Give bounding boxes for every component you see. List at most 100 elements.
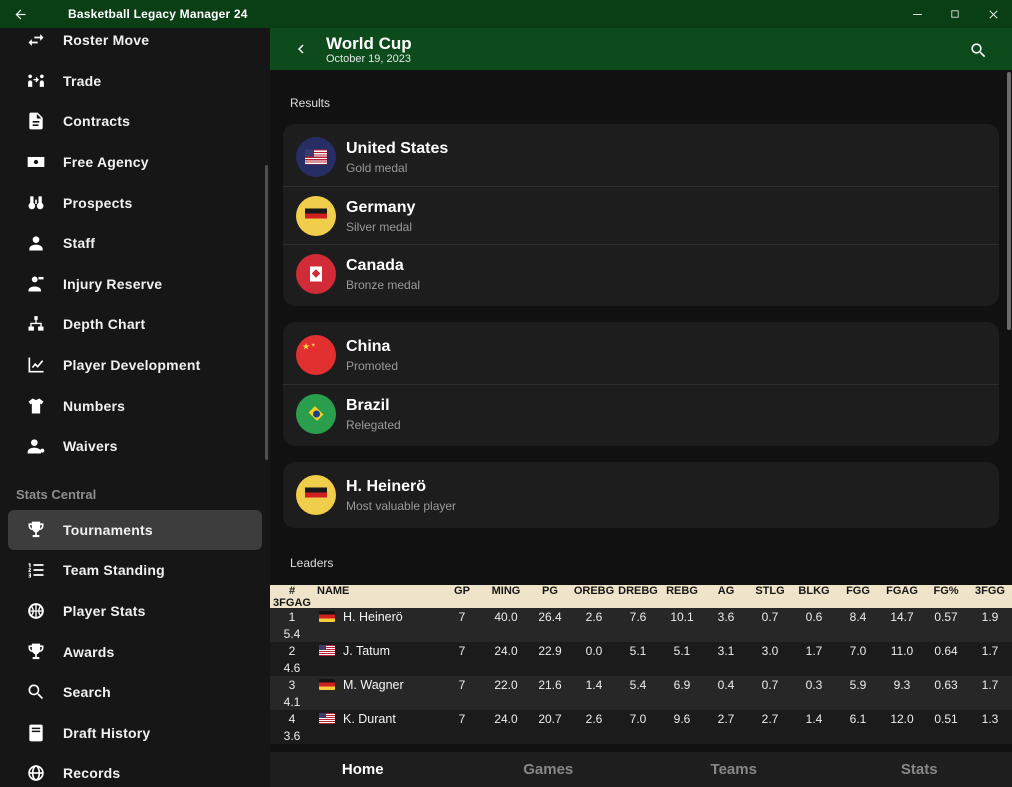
leader-row-4[interactable]: 4 K. Durant 7 24.0 20.7 2.6 7.0 9.6 2.7 …	[270, 710, 1012, 744]
team-name: Canada	[346, 256, 404, 274]
flag-inner	[302, 342, 327, 363]
sidebar-item-trade[interactable]: Trade	[0, 61, 270, 102]
team-name: United States	[346, 140, 449, 157]
window-controls	[898, 0, 1012, 28]
leader-row-1[interactable]: 1 H. Heinerö 7 40.0 26.4 2.6 7.6 10.1 3.…	[270, 608, 1012, 642]
flag-inner	[305, 208, 327, 223]
sidebar-item-records[interactable]: Records	[8, 753, 262, 787]
team-name: China	[346, 338, 391, 355]
sidebar-item-search[interactable]: Search	[8, 672, 262, 713]
col-fgag: FGAG	[886, 585, 918, 597]
page-title: World Cup	[326, 33, 412, 53]
page-back-button[interactable]	[288, 33, 314, 65]
result-subtitle: Relegated	[346, 417, 401, 432]
sidebar-item-awards[interactable]: Awards	[8, 631, 262, 672]
bottom-nav-stats[interactable]: Stats	[900, 761, 938, 778]
result-row-gold[interactable]: United States Gold medal	[283, 128, 999, 186]
col-stlg: STLG	[755, 585, 785, 597]
page-titles: World Cup October 19, 2023	[326, 34, 412, 65]
result-row-bronze[interactable]: Canada Bronze medal	[283, 244, 999, 302]
sidebar-item-depth-chart[interactable]: Depth Chart	[0, 304, 270, 345]
col-3fgg: 3FGG	[975, 585, 1005, 597]
person-icon	[26, 233, 46, 253]
main-scrollbar[interactable]	[1007, 72, 1011, 330]
titlebar-back-button[interactable]	[0, 0, 40, 28]
document-icon	[26, 111, 46, 131]
minimize-button[interactable]	[898, 0, 936, 28]
sidebar-item-injury-reserve[interactable]: Injury Reserve	[0, 264, 270, 305]
result-row-relegated[interactable]: Brazil Relegated	[283, 384, 999, 442]
us-flag-icon	[319, 713, 335, 724]
sitemap-icon	[26, 314, 46, 334]
page-date: October 19, 2023	[326, 52, 412, 65]
result-subtitle: Gold medal	[346, 161, 408, 175]
flag-inner	[305, 406, 327, 421]
titlebar: Basketball Legacy Manager 24	[0, 0, 1012, 28]
result-row-promoted[interactable]: China Promoted	[283, 326, 999, 384]
basketball-icon	[26, 601, 46, 621]
col-gp: GP	[454, 585, 470, 597]
leader-name: M. Wagner	[343, 677, 404, 692]
chevron-left-icon	[292, 40, 310, 58]
sidebar-item-free-agency[interactable]: Free Agency	[0, 142, 270, 183]
sidebar-item-contracts[interactable]: Contracts	[0, 101, 270, 142]
sidebar-item-tournaments[interactable]: Tournaments	[8, 509, 262, 551]
leaders-table: # NAME GP MING PG OREBG DREBG REBG AG ST…	[270, 585, 1012, 744]
col-rank: #	[288, 585, 296, 597]
header-search-button[interactable]	[966, 38, 990, 62]
sidebar-item-player-stats[interactable]: Player Stats	[8, 591, 262, 632]
leaders-label: Leaders	[290, 556, 334, 570]
bottom-nav-teams[interactable]: Teams	[710, 761, 757, 778]
us-flag-icon	[319, 645, 335, 656]
sidebar-item-staff[interactable]: Staff	[0, 223, 270, 264]
col-ag: AG	[717, 585, 735, 597]
col-fgg: FGG	[846, 585, 870, 597]
bottom-nav-home[interactable]: Home	[341, 761, 384, 778]
brazil-flag-avatar	[296, 393, 336, 434]
player-name: H. Heinerö	[346, 478, 427, 495]
flag-inner	[305, 487, 327, 503]
close-icon	[986, 7, 1001, 22]
binoculars-icon	[26, 193, 46, 213]
team-name: Germany	[346, 198, 416, 216]
bottom-nav: Home Games Teams Stats	[270, 752, 1012, 787]
bottom-nav-games[interactable]: Games	[523, 761, 574, 778]
injury-icon	[26, 274, 46, 294]
arrow-left-icon	[13, 7, 28, 22]
col-rebg: REBG	[666, 585, 698, 597]
us-flag-avatar	[296, 137, 336, 177]
sidebar-item-numbers[interactable]: Numbers	[0, 385, 270, 426]
sidebar-item-player-development[interactable]: Player Development	[0, 345, 270, 386]
results-label: Results	[290, 96, 331, 110]
app-title: Basketball Legacy Manager 24	[68, 7, 248, 21]
close-button[interactable]	[974, 0, 1012, 28]
main-content: Results United States Gold medal Germany S…	[270, 70, 1012, 752]
search-icon	[26, 682, 46, 702]
col-drebg: DREBG	[618, 585, 658, 597]
sidebar-item-prospects[interactable]: Prospects	[0, 182, 270, 223]
maximize-button[interactable]	[936, 0, 974, 28]
result-row-mvp[interactable]: H. Heinerö Most valuable player	[283, 466, 999, 524]
sidebar-item-waivers[interactable]: Waivers	[0, 426, 270, 467]
sidebar-item-draft-history[interactable]: Draft History	[8, 713, 262, 754]
leader-row-2[interactable]: 2 J. Tatum 7 24.0 22.9 0.0 5.1 5.1 3.1 3…	[270, 642, 1012, 676]
china-flag-avatar	[296, 335, 336, 375]
col-name: NAME	[317, 585, 350, 597]
germany-flag-icon	[319, 611, 335, 622]
leader-name: H. Heinerö	[343, 609, 403, 624]
globe-icon	[26, 763, 46, 783]
result-row-silver[interactable]: Germany Silver medal	[283, 186, 999, 244]
leader-row-3[interactable]: 3 M. Wagner 7 22.0 21.6 1.4 5.4 6.9 0.4 …	[270, 676, 1012, 710]
main-panel: World Cup October 19, 2023 Results Unite…	[270, 28, 1012, 787]
col-blkg: BLKG	[798, 585, 830, 597]
sidebar-item-team-standing[interactable]: Team Standing	[8, 550, 262, 591]
sidebar-item-roster-move[interactable]: Roster Move	[0, 28, 270, 61]
germany-flag-avatar	[296, 195, 336, 236]
result-subtitle: Bronze medal	[346, 277, 421, 292]
sidebar-scrollbar[interactable]	[265, 165, 268, 460]
page-header: World Cup October 19, 2023	[270, 28, 1012, 70]
results-medals-card: United States Gold medal Germany Silver me…	[283, 124, 999, 306]
chart-icon	[26, 355, 46, 375]
leaders-table-header: # NAME GP MING PG OREBG DREBG REBG AG ST…	[270, 585, 1012, 609]
